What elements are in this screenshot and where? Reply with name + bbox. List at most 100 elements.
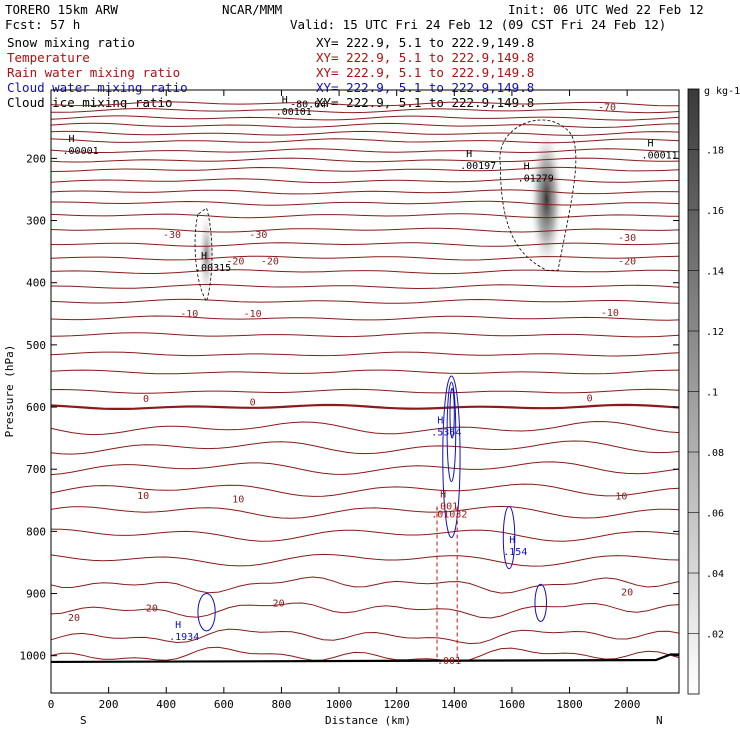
isotherm-label: 0 <box>250 398 256 409</box>
colorbar-tick-label: .18 <box>706 146 724 157</box>
isotherm <box>50 189 680 195</box>
x-axis-label: Distance (km) <box>325 714 411 727</box>
isotherm <box>50 602 680 619</box>
field-name: Cloud water mixing ratio <box>7 80 188 95</box>
extremum-mark: H <box>282 95 288 106</box>
y-tick-label: 900 <box>26 588 46 601</box>
isotherm <box>50 101 679 107</box>
extremum-mark: H <box>648 138 654 149</box>
isotherm <box>50 255 680 261</box>
isotherm <box>50 420 680 436</box>
isotherm <box>50 505 680 519</box>
cloud-water-contour <box>446 381 457 483</box>
extremum-value: .00011 <box>642 150 678 161</box>
extremum-marker: H.154 <box>503 535 527 558</box>
extremum-marker: H.01279 <box>518 161 554 184</box>
cloud-water-contour <box>442 375 461 539</box>
isotherm <box>50 148 680 154</box>
isotherm <box>50 227 680 233</box>
isotherm <box>50 483 680 497</box>
ground-line <box>50 653 679 664</box>
isotherm <box>50 115 680 121</box>
isotherm <box>50 130 680 136</box>
x-tick-label: 1800 <box>556 698 583 711</box>
isotherm-label: 20 <box>146 603 158 614</box>
org-name: NCAR/MMM <box>222 2 282 17</box>
x-tick-label: 800 <box>272 698 292 711</box>
x-tick-label: 1000 <box>326 698 353 711</box>
extremum-marker: H.00011 <box>642 138 678 161</box>
extremum-marker: .001 <box>437 656 461 667</box>
y-tick-label: 400 <box>26 277 46 290</box>
isotherm-label: 20 <box>273 598 285 609</box>
extremum-mark: H <box>509 535 515 546</box>
extremum-value: .01032 <box>431 510 467 521</box>
rain-water-contour <box>436 506 458 659</box>
isotherm <box>50 269 680 275</box>
y-tick-label: 700 <box>26 463 46 476</box>
colorbar-tick-label: .16 <box>706 206 724 217</box>
isotherm <box>50 528 680 542</box>
y-tick-label: 600 <box>26 401 46 414</box>
isotherm <box>50 138 680 144</box>
isotherm <box>50 388 680 394</box>
isotherm-label: 10 <box>232 495 244 506</box>
extremum-marker: .01032 <box>431 510 467 521</box>
x-tick-label: 0 <box>48 698 55 711</box>
isotherm-label: -10 <box>244 309 262 320</box>
extremum-marker: H.00197 <box>460 149 496 172</box>
isotherm <box>51 107 680 114</box>
isotherm-label: -70 <box>598 102 616 113</box>
y-tick-label: 300 <box>26 215 46 228</box>
field-name: Cloud ice mixing ratio <box>7 95 173 110</box>
isotherm <box>50 166 680 172</box>
isotherm <box>50 440 680 455</box>
header: TORERO 15km ARW NCAR/MMM Init: 06 UTC We… <box>5 2 704 32</box>
x-tick-label: 2000 <box>614 698 641 711</box>
cloud-ice-contour <box>194 207 213 303</box>
colorbar-tick-label: .1 <box>706 388 718 399</box>
colorbar: g kg-1 .02 .04 .06 .08 .1 .12 .14 .16 .18 <box>687 86 740 695</box>
isotherm-label: -20 <box>261 257 279 268</box>
extremum-mark: H <box>440 490 446 501</box>
isotherm-label: 10 <box>615 492 627 503</box>
snow-shading <box>529 133 564 280</box>
extremum-value: .00001 <box>63 146 99 157</box>
extremum-mark: H <box>466 149 472 160</box>
extremum-value: .5364 <box>431 428 461 439</box>
isotherm <box>50 351 680 357</box>
isotherm <box>50 298 680 304</box>
isotherm-label: 0 <box>587 393 593 404</box>
isotherm <box>50 553 680 567</box>
field-xy: XY= 222.9, 5.1 to 222.9,149.8 <box>316 35 534 50</box>
cloud-water-contour <box>449 387 455 439</box>
field-xy: XY= 222.9, 5.1 to 222.9,149.8 <box>316 65 534 80</box>
x-tick-label: 400 <box>156 698 176 711</box>
extremum-value: .01279 <box>518 173 554 184</box>
isotherm-label: -20 <box>618 257 636 268</box>
y-tick-label: 1000 <box>20 650 47 663</box>
field-xy: XY= 222.9, 5.1 to 222.9,149.8 <box>316 95 534 110</box>
y-tick-label: 200 <box>26 152 46 165</box>
cloud-water-contour <box>534 583 547 623</box>
field-xy: XY= 222.9, 5.1 to 222.9,149.8 <box>316 50 534 65</box>
extremum-mark: H <box>201 251 207 262</box>
isotherm-label: 10 <box>137 491 149 502</box>
colorbar-tick-label: .08 <box>706 448 724 459</box>
cloud-ice-contour <box>499 119 577 271</box>
extremum-mark: H <box>437 416 443 427</box>
isotherm <box>50 157 680 163</box>
extremum-value: .1934 <box>169 632 199 643</box>
y-tick-label: 800 <box>26 525 46 538</box>
extremum-value: .00101 <box>276 107 312 118</box>
isotherm <box>50 283 680 290</box>
extremum-mark: H <box>175 620 181 631</box>
isotherm <box>50 315 680 321</box>
extremum-value: .00315 <box>195 263 231 274</box>
isotherm-label: -30 <box>163 230 181 241</box>
isotherm <box>50 242 680 247</box>
isotherm-label: 20 <box>68 613 80 624</box>
extremum-marker: H.1934 <box>169 620 199 643</box>
isotherm <box>50 178 680 184</box>
